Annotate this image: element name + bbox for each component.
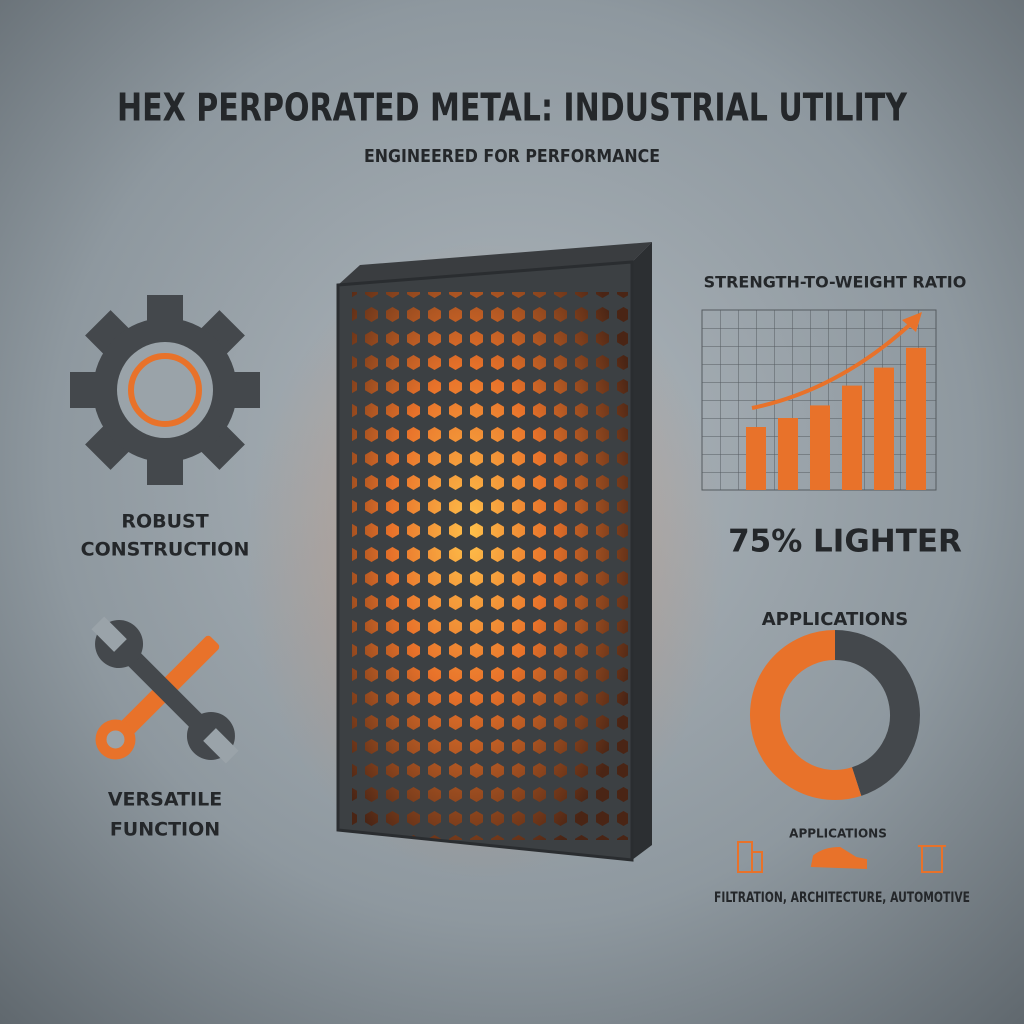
donut-segment — [750, 630, 862, 800]
bar — [842, 385, 862, 490]
subtitle: ENGINEERED FOR PERFORMANCE — [364, 146, 660, 167]
bar — [906, 347, 926, 490]
gear-icon — [70, 295, 260, 485]
chart-title: STRENGTH-TO-WEIGHT RATIO — [704, 273, 967, 292]
application-icons — [737, 841, 946, 873]
feature-label: FUNCTION — [110, 819, 220, 841]
bar — [810, 405, 830, 490]
trend-arrow — [751, 318, 917, 410]
metal-panel — [336, 242, 652, 862]
feature-label: CONSTRUCTION — [81, 539, 250, 561]
wrench-icon — [91, 616, 239, 764]
trend-arrowhead — [902, 312, 922, 332]
bar — [746, 427, 766, 490]
section-title: APPLICATIONS — [762, 609, 909, 630]
callout: 75% LIGHTER — [728, 524, 962, 560]
bar — [874, 367, 894, 490]
applications-list: FILTRATION, ARCHITECTURE, AUTOMOTIVE — [714, 890, 970, 906]
caption: APPLICATIONS — [789, 827, 887, 841]
bar — [778, 418, 798, 490]
feature-label: ROBUST — [121, 511, 208, 533]
feature-label: VERSATILE — [108, 789, 222, 811]
donut-segment — [834, 630, 920, 796]
title: HEX PERPORATED METAL: INDUSTRIAL UTILITY — [117, 86, 907, 130]
